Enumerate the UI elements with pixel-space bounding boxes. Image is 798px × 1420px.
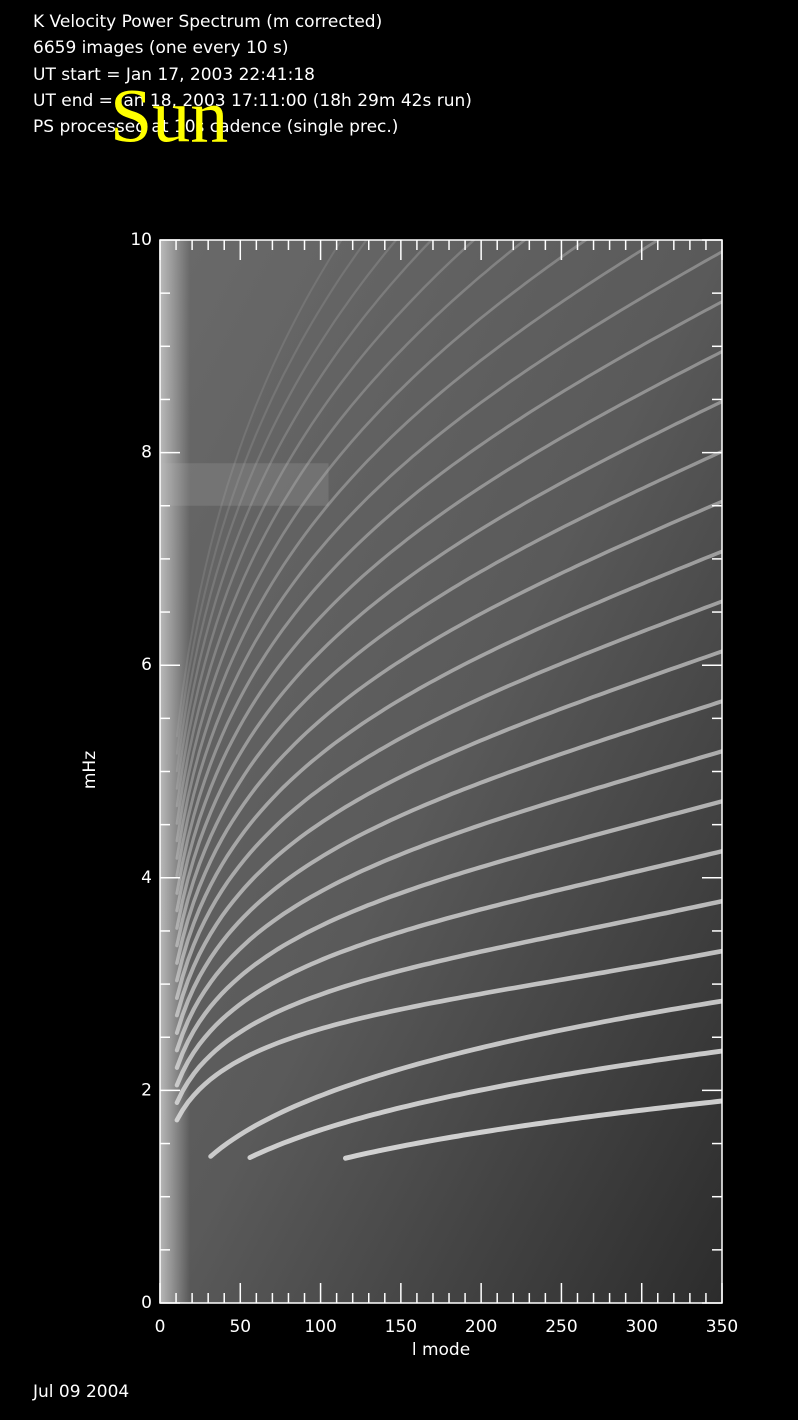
- title-line: K Velocity Power Spectrum (m corrected): [33, 12, 382, 32]
- x-tick-label: 50: [229, 1317, 251, 1337]
- title-line: 6659 images (one every 10 s): [33, 38, 289, 58]
- y-tick-label: 4: [141, 868, 152, 888]
- x-axis-label: l mode: [412, 1340, 470, 1360]
- title-line: UT end = Jan 18, 2003 17:11:00 (18h 29m …: [33, 91, 472, 111]
- x-tick-label: 300: [625, 1317, 657, 1337]
- y-tick-label: 10: [130, 230, 152, 250]
- overlay-label: Sun: [110, 74, 228, 158]
- title-block: K Velocity Power Spectrum (m corrected) …: [33, 12, 472, 137]
- x-tick-label: 250: [545, 1317, 577, 1337]
- y-axis-label: mHz: [80, 751, 100, 789]
- x-tick-label: 200: [465, 1317, 497, 1337]
- date-label: Jul 09 2004: [32, 1382, 129, 1402]
- y-tick-label: 8: [141, 443, 152, 463]
- x-tick-label: 100: [304, 1317, 336, 1337]
- page: {"chart_data": { "type": "spectrum", "ti…: [0, 0, 798, 1416]
- y-tick-label: 6: [141, 655, 152, 675]
- x-tick-label: 350: [706, 1317, 738, 1337]
- high-freq-band: [160, 463, 329, 506]
- x-tick-label: 0: [155, 1317, 166, 1337]
- x-tick-label: 150: [385, 1317, 417, 1337]
- spectrum-image: [160, 0, 722, 1303]
- spectrum-background: [160, 240, 722, 1303]
- chart: K Velocity Power Spectrum (m corrected) …: [0, 0, 798, 1416]
- y-tick-label: 0: [141, 1293, 152, 1313]
- y-tick-label: 2: [141, 1080, 152, 1100]
